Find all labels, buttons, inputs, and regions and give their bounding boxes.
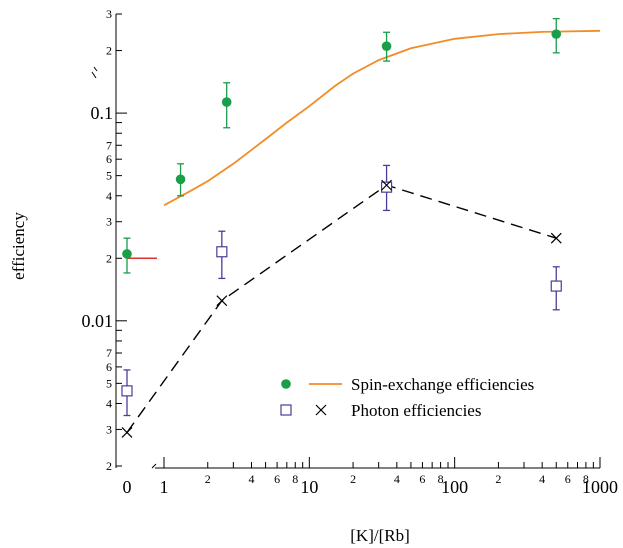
legend-cross-icon <box>315 404 327 416</box>
photon-square-point <box>380 181 393 193</box>
x-minor-tick-label: 4 <box>539 472 545 486</box>
y-minor-tick-label: 3 <box>106 7 112 21</box>
legend: Spin-exchange efficiencies Photon efficie… <box>280 375 534 420</box>
y-minor-tick-label: 2 <box>106 459 112 473</box>
y-minor-tick-label: 5 <box>106 169 112 183</box>
y-minor-tick-label: 2 <box>106 251 112 265</box>
legend-label: Photon efficiencies <box>351 401 481 420</box>
spin-exchange-point <box>381 41 392 51</box>
x-minor-tick-label: 2 <box>495 472 501 486</box>
spin-exchange-point <box>175 174 186 185</box>
x-minor-tick-label: 6 <box>419 472 425 486</box>
spin-exchange-point <box>221 97 232 107</box>
photon-square-point <box>121 385 133 397</box>
x-minor-tick-label: 2 <box>205 472 211 486</box>
y-minor-tick-label: 5 <box>106 376 112 390</box>
x-minor-tick-label: 8 <box>438 472 444 486</box>
y-axis-break <box>93 66 98 72</box>
x-minor-tick-label: 8 <box>292 472 298 486</box>
photon-cross-point <box>381 179 392 191</box>
x-minor-tick-label: 4 <box>248 472 254 486</box>
legend-label: Spin-exchange efficiencies <box>351 375 534 394</box>
photon-dashed-line <box>126 184 557 433</box>
y-minor-tick-label: 6 <box>106 152 112 166</box>
x-minor-tick-label: 6 <box>565 472 571 486</box>
y-minor-tick-label: 4 <box>106 396 112 410</box>
x-tick-label: 1000 <box>582 477 618 497</box>
x-axis-label: [K]/[Rb] <box>350 526 409 545</box>
x-tick-label: 10 <box>300 477 318 497</box>
photon-cross-point <box>121 427 133 438</box>
spin-exchange-fit-curve <box>163 29 601 207</box>
axes <box>91 14 600 469</box>
photon-cross-point <box>550 232 562 244</box>
curves <box>126 29 601 433</box>
photon-square-point <box>216 246 228 258</box>
data-marks <box>121 17 562 438</box>
y-minor-tick-label: 2 <box>106 44 112 58</box>
x-minor-tick-label: 8 <box>583 472 589 486</box>
x-minor-tick-label: 6 <box>274 472 280 486</box>
y-minor-tick-label: 6 <box>106 360 112 374</box>
y-axis-label: efficiency <box>9 212 28 280</box>
photon-cross-point <box>216 295 228 307</box>
x-minor-tick-label: 2 <box>350 472 356 486</box>
y-tick-label: 0.01 <box>82 311 114 331</box>
x-tick-label: 1 <box>160 477 169 497</box>
y-tick-label: 0.1 <box>91 103 114 123</box>
y-minor-tick-label: 3 <box>106 215 112 229</box>
y-minor-tick-label: 3 <box>106 422 112 436</box>
y-minor-tick-label: 7 <box>106 346 112 360</box>
legend-circle-icon <box>281 379 291 389</box>
y-axis-break <box>91 71 97 79</box>
x-tick-label: 100 <box>441 477 468 497</box>
x-axis-break <box>151 463 157 469</box>
photon-square-point <box>550 280 562 292</box>
y-minor-tick-label: 7 <box>106 138 112 152</box>
spin-exchange-point <box>551 29 562 39</box>
x-minor-tick-label: 4 <box>394 472 400 486</box>
legend-square-icon <box>280 404 292 416</box>
x-tick-label: 0 <box>123 477 132 497</box>
spin-exchange-point <box>122 249 132 259</box>
y-minor-tick-label: 4 <box>106 189 112 203</box>
